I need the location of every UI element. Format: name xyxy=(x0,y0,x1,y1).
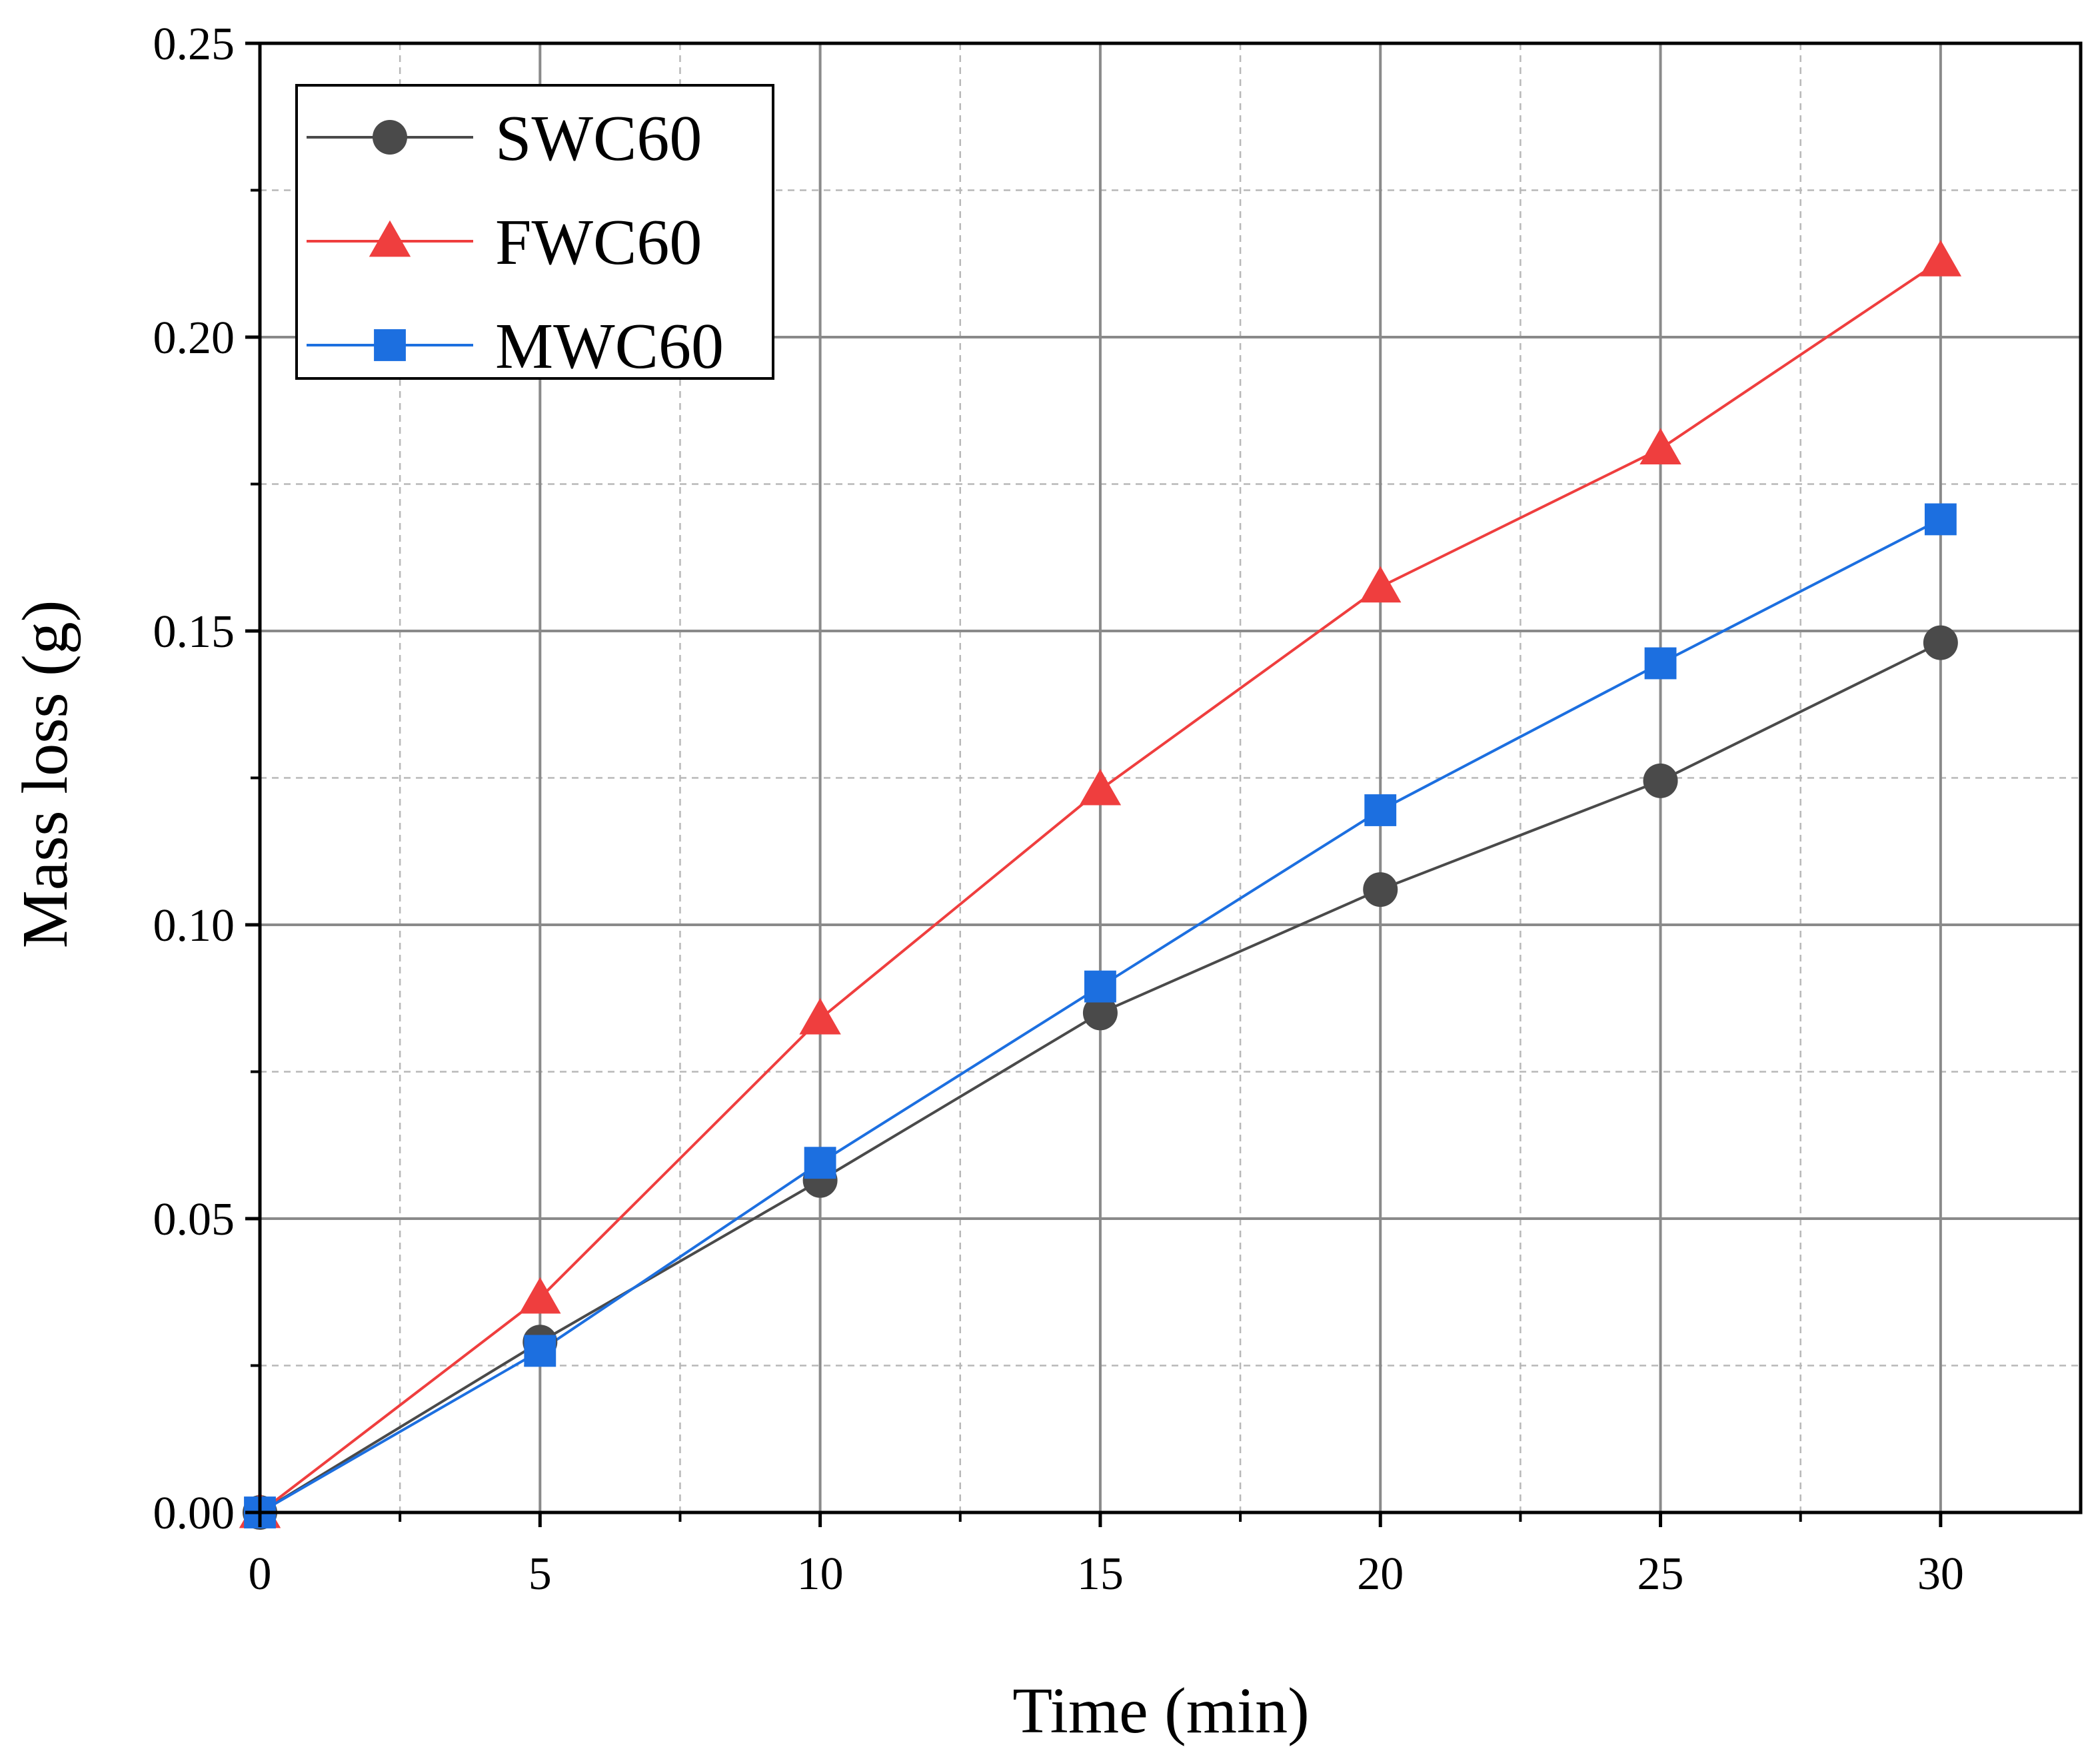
data-point-MWC60 xyxy=(1084,970,1116,1003)
data-point-FWC60 xyxy=(1079,768,1122,806)
axes: 0 5 10 15 20 25 30 0.00 0.05 0.10 0.15 0.20 0.25 xyxy=(153,19,2083,1600)
legend-marker-MWC60 xyxy=(374,329,406,361)
x-tick-label: 0 xyxy=(249,1548,272,1600)
y-tick-label: 0.05 xyxy=(153,1194,235,1245)
data-point-FWC60 xyxy=(1360,566,1402,603)
y-tick-label: 0.15 xyxy=(153,606,235,658)
x-tick-label: 10 xyxy=(797,1548,844,1600)
x-axis-title: Time (min) xyxy=(1012,1675,1310,1747)
x-tick-label: 25 xyxy=(1637,1548,1684,1600)
data-point-MWC60 xyxy=(524,1335,556,1367)
legend-marker-SWC60 xyxy=(373,120,407,155)
y-tick-label: 0.10 xyxy=(153,900,235,951)
data-point-FWC60 xyxy=(519,1277,561,1314)
y-tick-label: 0.25 xyxy=(153,19,235,70)
legend-marker-FWC60 xyxy=(369,220,411,257)
data-point-MWC60 xyxy=(804,1147,836,1179)
x-tick-label: 15 xyxy=(1077,1548,1124,1600)
legend-label-FWC60: FWC60 xyxy=(495,207,702,279)
y-axis-title: Mass loss (g) xyxy=(9,600,81,949)
data-point-SWC60 xyxy=(1923,625,1958,660)
legend-label-MWC60: MWC60 xyxy=(495,310,724,382)
data-point-MWC60 xyxy=(1644,647,1677,680)
legend: SWC60 FWC60 MWC60 xyxy=(295,84,774,382)
data-point-SWC60 xyxy=(1363,872,1398,907)
data-point-FWC60 xyxy=(1639,428,1681,464)
data-point-MWC60 xyxy=(1924,503,1957,536)
data-point-MWC60 xyxy=(1364,794,1397,826)
data-point-FWC60 xyxy=(1919,240,1962,277)
data-point-FWC60 xyxy=(799,997,841,1035)
legend-label-SWC60: SWC60 xyxy=(495,103,702,175)
x-tick-label: 5 xyxy=(528,1548,552,1600)
x-tick-label: 30 xyxy=(1917,1548,1964,1600)
series-layer xyxy=(239,240,1962,1530)
y-tick-label: 0.00 xyxy=(153,1488,235,1539)
x-tick-label: 20 xyxy=(1357,1548,1404,1600)
data-point-SWC60 xyxy=(1643,763,1678,798)
y-tick-label: 0.20 xyxy=(153,312,235,364)
data-point-SWC60 xyxy=(1082,995,1118,1031)
